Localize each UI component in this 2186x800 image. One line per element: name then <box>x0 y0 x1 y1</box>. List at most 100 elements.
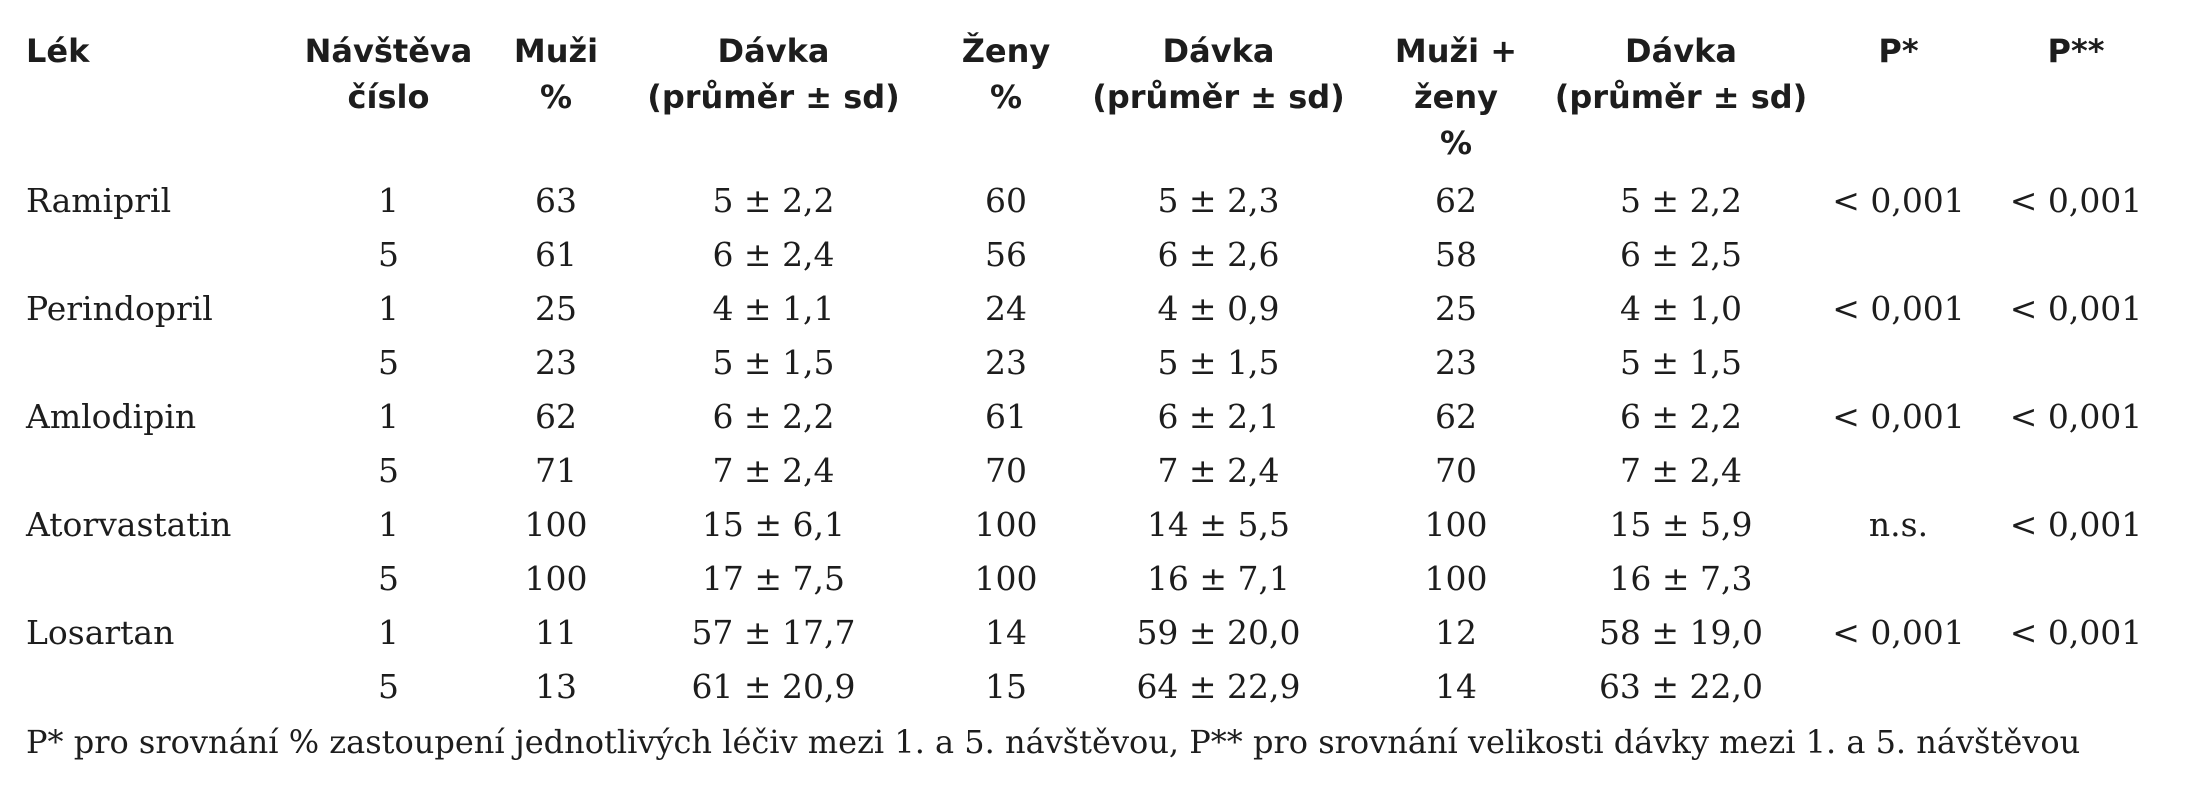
cell-men-percent: 62 <box>535 397 577 436</box>
table-row: Ramipril 1 63 5 ± 2,2 60 5 ± 2,3 62 5 ± 2,2 < 0,… <box>26 174 2166 228</box>
cell-women-dose: 7 ± 2,4 <box>1157 451 1280 490</box>
cell-men-percent: 63 <box>535 181 577 220</box>
cell-women-dose: 59 ± 20,0 <box>1136 613 1301 652</box>
cell-visit-number: 5 <box>378 559 399 598</box>
cell-men-percent: 11 <box>535 613 577 652</box>
header-davka-zeny-line1: Dávka <box>1162 32 1275 70</box>
cell-visit-number: 5 <box>378 235 399 274</box>
cell-all-dose: 6 ± 2,5 <box>1619 235 1743 274</box>
cell-p-value-dose: < 0,001 <box>2009 397 2143 436</box>
table-row: Perindopril 1 25 4 ± 1,1 24 4 ± 0,9 25 4 ± 1,0 <… <box>26 282 2166 336</box>
cell-p-value-percent <box>1811 552 1986 606</box>
cell-all-dose: 58 ± 19,0 <box>1598 613 1764 652</box>
header-muzi-zeny-line1: Muži + ženy <box>1394 32 1518 116</box>
cell-women-dose: 14 ± 5,5 <box>1146 505 1291 544</box>
cell-visit-number: 5 <box>378 343 399 382</box>
cell-drug-name: Amlodipin <box>26 397 197 436</box>
cell-all-percent: 62 <box>1435 181 1477 220</box>
cell-drug-name: Ramipril <box>26 181 172 220</box>
cell-all-dose: 16 ± 7,3 <box>1609 559 1753 598</box>
cell-women-percent: 70 <box>985 451 1027 490</box>
cell-all-dose: 7 ± 2,4 <box>1619 451 1743 490</box>
cell-women-dose: 5 ± 1,5 <box>1157 343 1280 382</box>
cell-p-value-percent <box>1811 660 1986 714</box>
cell-women-percent: 61 <box>985 397 1027 436</box>
cell-all-percent: 58 <box>1435 235 1477 274</box>
table-body: Ramipril 1 63 5 ± 2,2 60 5 ± 2,3 62 5 ± 2,2 < 0,… <box>26 174 2166 714</box>
cell-all-percent: 12 <box>1435 613 1477 652</box>
cell-men-dose: 6 ± 2,2 <box>712 397 835 436</box>
header-davka-mz-line1: Dávka <box>1625 32 1737 70</box>
cell-men-percent: 71 <box>535 451 577 490</box>
cell-visit-number: 1 <box>378 181 399 220</box>
header-davka-muzi: Dávka (průměr ± sd) <box>611 28 936 174</box>
cell-visit-number: 1 <box>378 289 399 328</box>
table-row: 5 13 61 ± 20,9 15 64 ± 22,9 14 63 ± 22,0 <box>26 660 2166 714</box>
cell-women-percent: 14 <box>985 613 1027 652</box>
header-zeny-line1: Ženy <box>961 32 1051 70</box>
header-navsteva-line1: Návštěva <box>304 32 473 70</box>
cell-women-percent: 23 <box>985 343 1027 382</box>
header-davka-zeny-line2: (průměr ± sd) <box>1092 78 1345 116</box>
header-p2: P** <box>1986 28 2166 174</box>
header-muzi: Muži % <box>501 28 611 174</box>
header-davka-muzi-line1: Dávka <box>717 32 830 70</box>
cell-men-percent: 100 <box>524 559 588 598</box>
cell-all-percent: 100 <box>1424 559 1488 598</box>
cell-women-dose: 64 ± 22,9 <box>1136 667 1301 706</box>
cell-p-value-dose: < 0,001 <box>2009 613 2143 652</box>
cell-men-dose: 57 ± 17,7 <box>691 613 856 652</box>
cell-drug-name <box>26 660 276 714</box>
cell-p-value-dose: < 0,001 <box>2009 505 2143 544</box>
cell-drug-name <box>26 552 276 606</box>
cell-all-percent: 62 <box>1435 397 1477 436</box>
cell-all-dose: 6 ± 2,2 <box>1619 397 1743 436</box>
header-lek: Lék <box>26 28 276 174</box>
cell-all-dose: 15 ± 5,9 <box>1609 505 1753 544</box>
header-zeny: Ženy % <box>936 28 1076 174</box>
cell-men-dose: 7 ± 2,4 <box>712 451 835 490</box>
cell-men-dose: 15 ± 6,1 <box>701 505 846 544</box>
cell-p-value-percent <box>1811 336 1986 390</box>
table-row: 5 23 5 ± 1,5 23 5 ± 1,5 23 5 ± 1,5 <box>26 336 2166 390</box>
header-davka-mz-line2: (průměr ± sd) <box>1554 78 1808 116</box>
header-davka-muzi-line2: (průměr ± sd) <box>647 78 900 116</box>
cell-men-percent: 13 <box>535 667 577 706</box>
footnote: P* pro srovnání % zastoupení jednotlivýc… <box>26 723 2081 761</box>
table-row: 5 100 17 ± 7,5 100 16 ± 7,1 100 16 ± 7,3 <box>26 552 2166 606</box>
cell-p-value-percent: < 0,001 <box>1832 181 1965 220</box>
cell-all-dose: 5 ± 1,5 <box>1619 343 1743 382</box>
cell-women-dose: 6 ± 2,6 <box>1157 235 1280 274</box>
cell-women-percent: 60 <box>985 181 1027 220</box>
cell-men-dose: 17 ± 7,5 <box>701 559 846 598</box>
header-muzi-zeny: Muži + ženy % <box>1361 28 1551 174</box>
cell-visit-number: 1 <box>378 397 399 436</box>
header-row: Lék Návštěva číslo Muži % Dávka (průměr … <box>26 28 2166 174</box>
cell-men-dose: 61 ± 20,9 <box>691 667 856 706</box>
cell-drug-name <box>26 228 276 282</box>
cell-visit-number: 1 <box>378 505 399 544</box>
cell-women-percent: 15 <box>985 667 1027 706</box>
cell-men-dose: 5 ± 2,2 <box>712 181 835 220</box>
header-davka-muzi-zeny: Dávka (průměr ± sd) <box>1551 28 1811 174</box>
cell-p-value-percent: n.s. <box>1868 505 1929 544</box>
cell-men-dose: 6 ± 2,4 <box>712 235 835 274</box>
cell-men-percent: 61 <box>535 235 577 274</box>
cell-drug-name <box>26 444 276 498</box>
table-header: Lék Návštěva číslo Muži % Dávka (průměr … <box>26 28 2166 174</box>
cell-men-percent: 100 <box>524 505 588 544</box>
header-muzi-line1: Muži <box>513 32 599 70</box>
cell-women-percent: 56 <box>985 235 1027 274</box>
cell-women-dose: 6 ± 2,1 <box>1157 397 1280 436</box>
header-navsteva-line2: číslo <box>347 78 430 116</box>
cell-women-percent: 100 <box>974 505 1038 544</box>
cell-drug-name: Perindopril <box>26 289 213 328</box>
table-row: Losartan 1 11 57 ± 17,7 14 59 ± 20,0 12 58 ± 19… <box>26 606 2166 660</box>
cell-drug-name: Atorvastatin <box>26 505 232 544</box>
cell-visit-number: 5 <box>378 667 399 706</box>
header-p2-label: P** <box>2047 32 2105 70</box>
cell-men-percent: 23 <box>535 343 577 382</box>
cell-p-value-percent: < 0,001 <box>1832 397 1965 436</box>
header-davka-zeny: Dávka (průměr ± sd) <box>1076 28 1361 174</box>
cell-men-dose: 5 ± 1,5 <box>712 343 835 382</box>
